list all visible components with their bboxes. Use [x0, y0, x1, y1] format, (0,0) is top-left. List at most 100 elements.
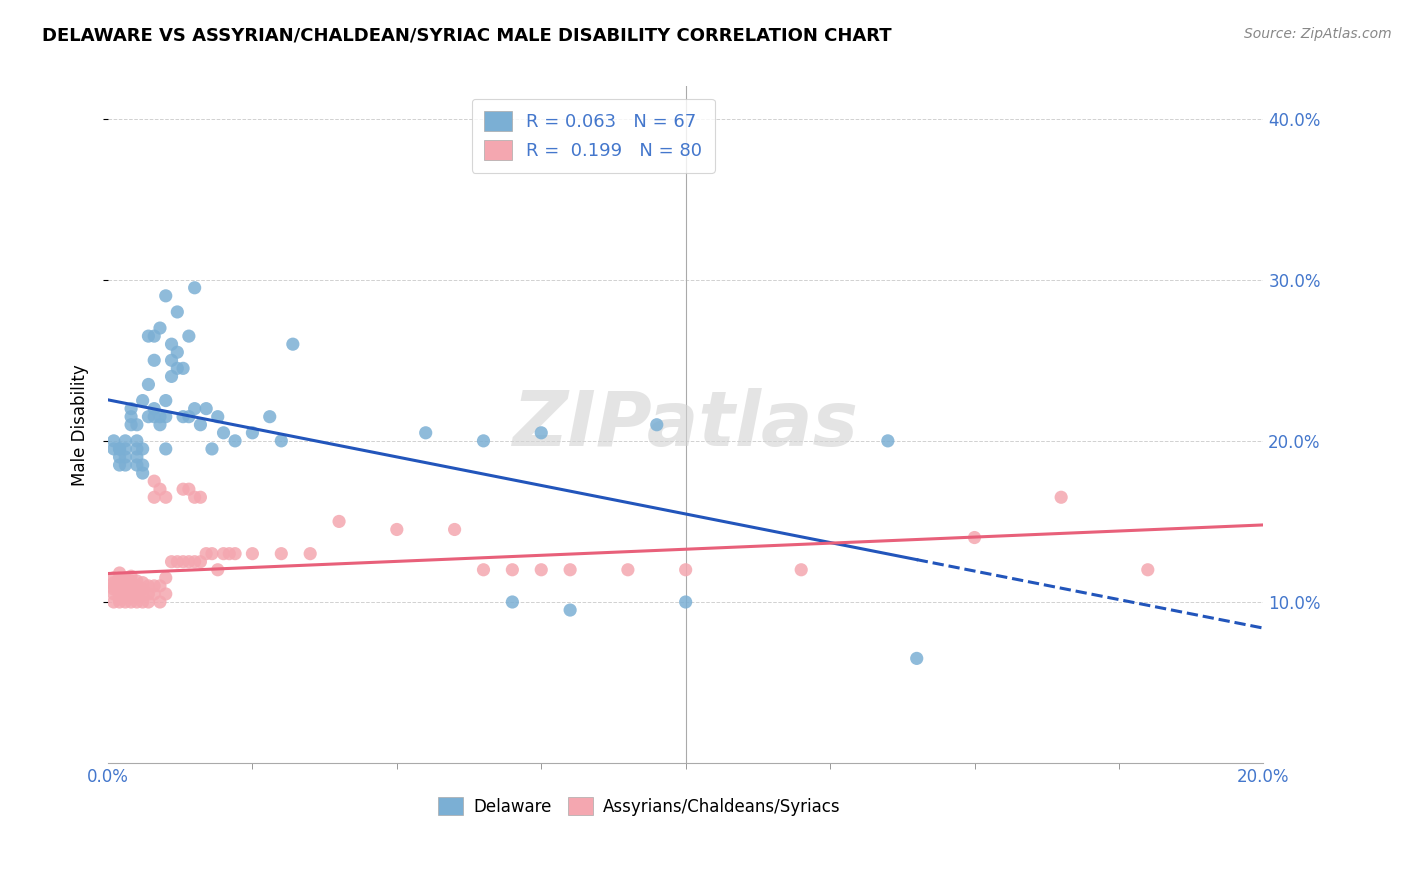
Point — [224, 434, 246, 448]
Point — [114, 450, 136, 464]
Point — [530, 425, 553, 440]
Point — [270, 434, 292, 448]
Point — [125, 442, 148, 456]
Point — [138, 409, 160, 424]
Point — [177, 409, 200, 424]
Point — [103, 595, 125, 609]
Point — [125, 434, 148, 448]
Point — [242, 425, 264, 440]
Point — [120, 409, 142, 424]
Point — [201, 547, 224, 561]
Point — [108, 442, 131, 456]
Point — [125, 574, 148, 588]
Point — [114, 575, 136, 590]
Point — [125, 458, 148, 472]
Point — [172, 409, 194, 424]
Point — [120, 595, 142, 609]
Point — [131, 582, 153, 596]
Point — [143, 579, 166, 593]
Point — [143, 474, 166, 488]
Point — [501, 595, 523, 609]
Point — [183, 490, 205, 504]
Point — [103, 442, 125, 456]
Point — [160, 337, 183, 351]
Point — [120, 401, 142, 416]
Point — [218, 547, 240, 561]
Point — [270, 547, 292, 561]
Point — [281, 337, 304, 351]
Point — [155, 442, 177, 456]
Point — [114, 434, 136, 448]
Point — [172, 361, 194, 376]
Point — [108, 458, 131, 472]
Point — [415, 425, 437, 440]
Point — [166, 305, 188, 319]
Point — [1050, 490, 1073, 504]
Point — [138, 579, 160, 593]
Point — [155, 490, 177, 504]
Point — [103, 582, 125, 596]
Point — [207, 409, 229, 424]
Point — [138, 595, 160, 609]
Point — [183, 401, 205, 416]
Point — [125, 450, 148, 464]
Point — [160, 369, 183, 384]
Point — [472, 434, 495, 448]
Point — [108, 575, 131, 590]
Point — [120, 585, 142, 599]
Point — [138, 587, 160, 601]
Point — [558, 603, 581, 617]
Point — [103, 587, 125, 601]
Point — [149, 321, 172, 335]
Point — [131, 466, 153, 480]
Point — [530, 563, 553, 577]
Text: DELAWARE VS ASSYRIAN/CHALDEAN/SYRIAC MALE DISABILITY CORRELATION CHART: DELAWARE VS ASSYRIAN/CHALDEAN/SYRIAC MAL… — [42, 27, 891, 45]
Point — [131, 393, 153, 408]
Point — [114, 582, 136, 596]
Point — [125, 590, 148, 604]
Point — [1136, 563, 1159, 577]
Point — [963, 531, 986, 545]
Point — [108, 566, 131, 580]
Point — [120, 574, 142, 588]
Point — [201, 442, 224, 456]
Point — [108, 595, 131, 609]
Point — [195, 401, 218, 416]
Point — [617, 563, 640, 577]
Point — [149, 409, 172, 424]
Point — [114, 590, 136, 604]
Point — [149, 417, 172, 432]
Point — [195, 547, 218, 561]
Point — [905, 651, 928, 665]
Point — [177, 555, 200, 569]
Point — [172, 555, 194, 569]
Point — [114, 571, 136, 585]
Point — [131, 575, 153, 590]
Point — [138, 377, 160, 392]
Point — [103, 571, 125, 585]
Point — [143, 409, 166, 424]
Point — [138, 329, 160, 343]
Point — [114, 458, 136, 472]
Point — [558, 563, 581, 577]
Point — [114, 442, 136, 456]
Point — [131, 595, 153, 609]
Text: Source: ZipAtlas.com: Source: ZipAtlas.com — [1244, 27, 1392, 41]
Point — [155, 393, 177, 408]
Point — [328, 515, 350, 529]
Point — [212, 547, 235, 561]
Point — [155, 571, 177, 585]
Point — [149, 482, 172, 496]
Point — [645, 417, 668, 432]
Point — [114, 587, 136, 601]
Point — [149, 595, 172, 609]
Point — [177, 482, 200, 496]
Point — [103, 434, 125, 448]
Point — [125, 417, 148, 432]
Point — [207, 563, 229, 577]
Point — [160, 555, 183, 569]
Point — [155, 587, 177, 601]
Point — [143, 401, 166, 416]
Point — [190, 490, 212, 504]
Point — [125, 585, 148, 599]
